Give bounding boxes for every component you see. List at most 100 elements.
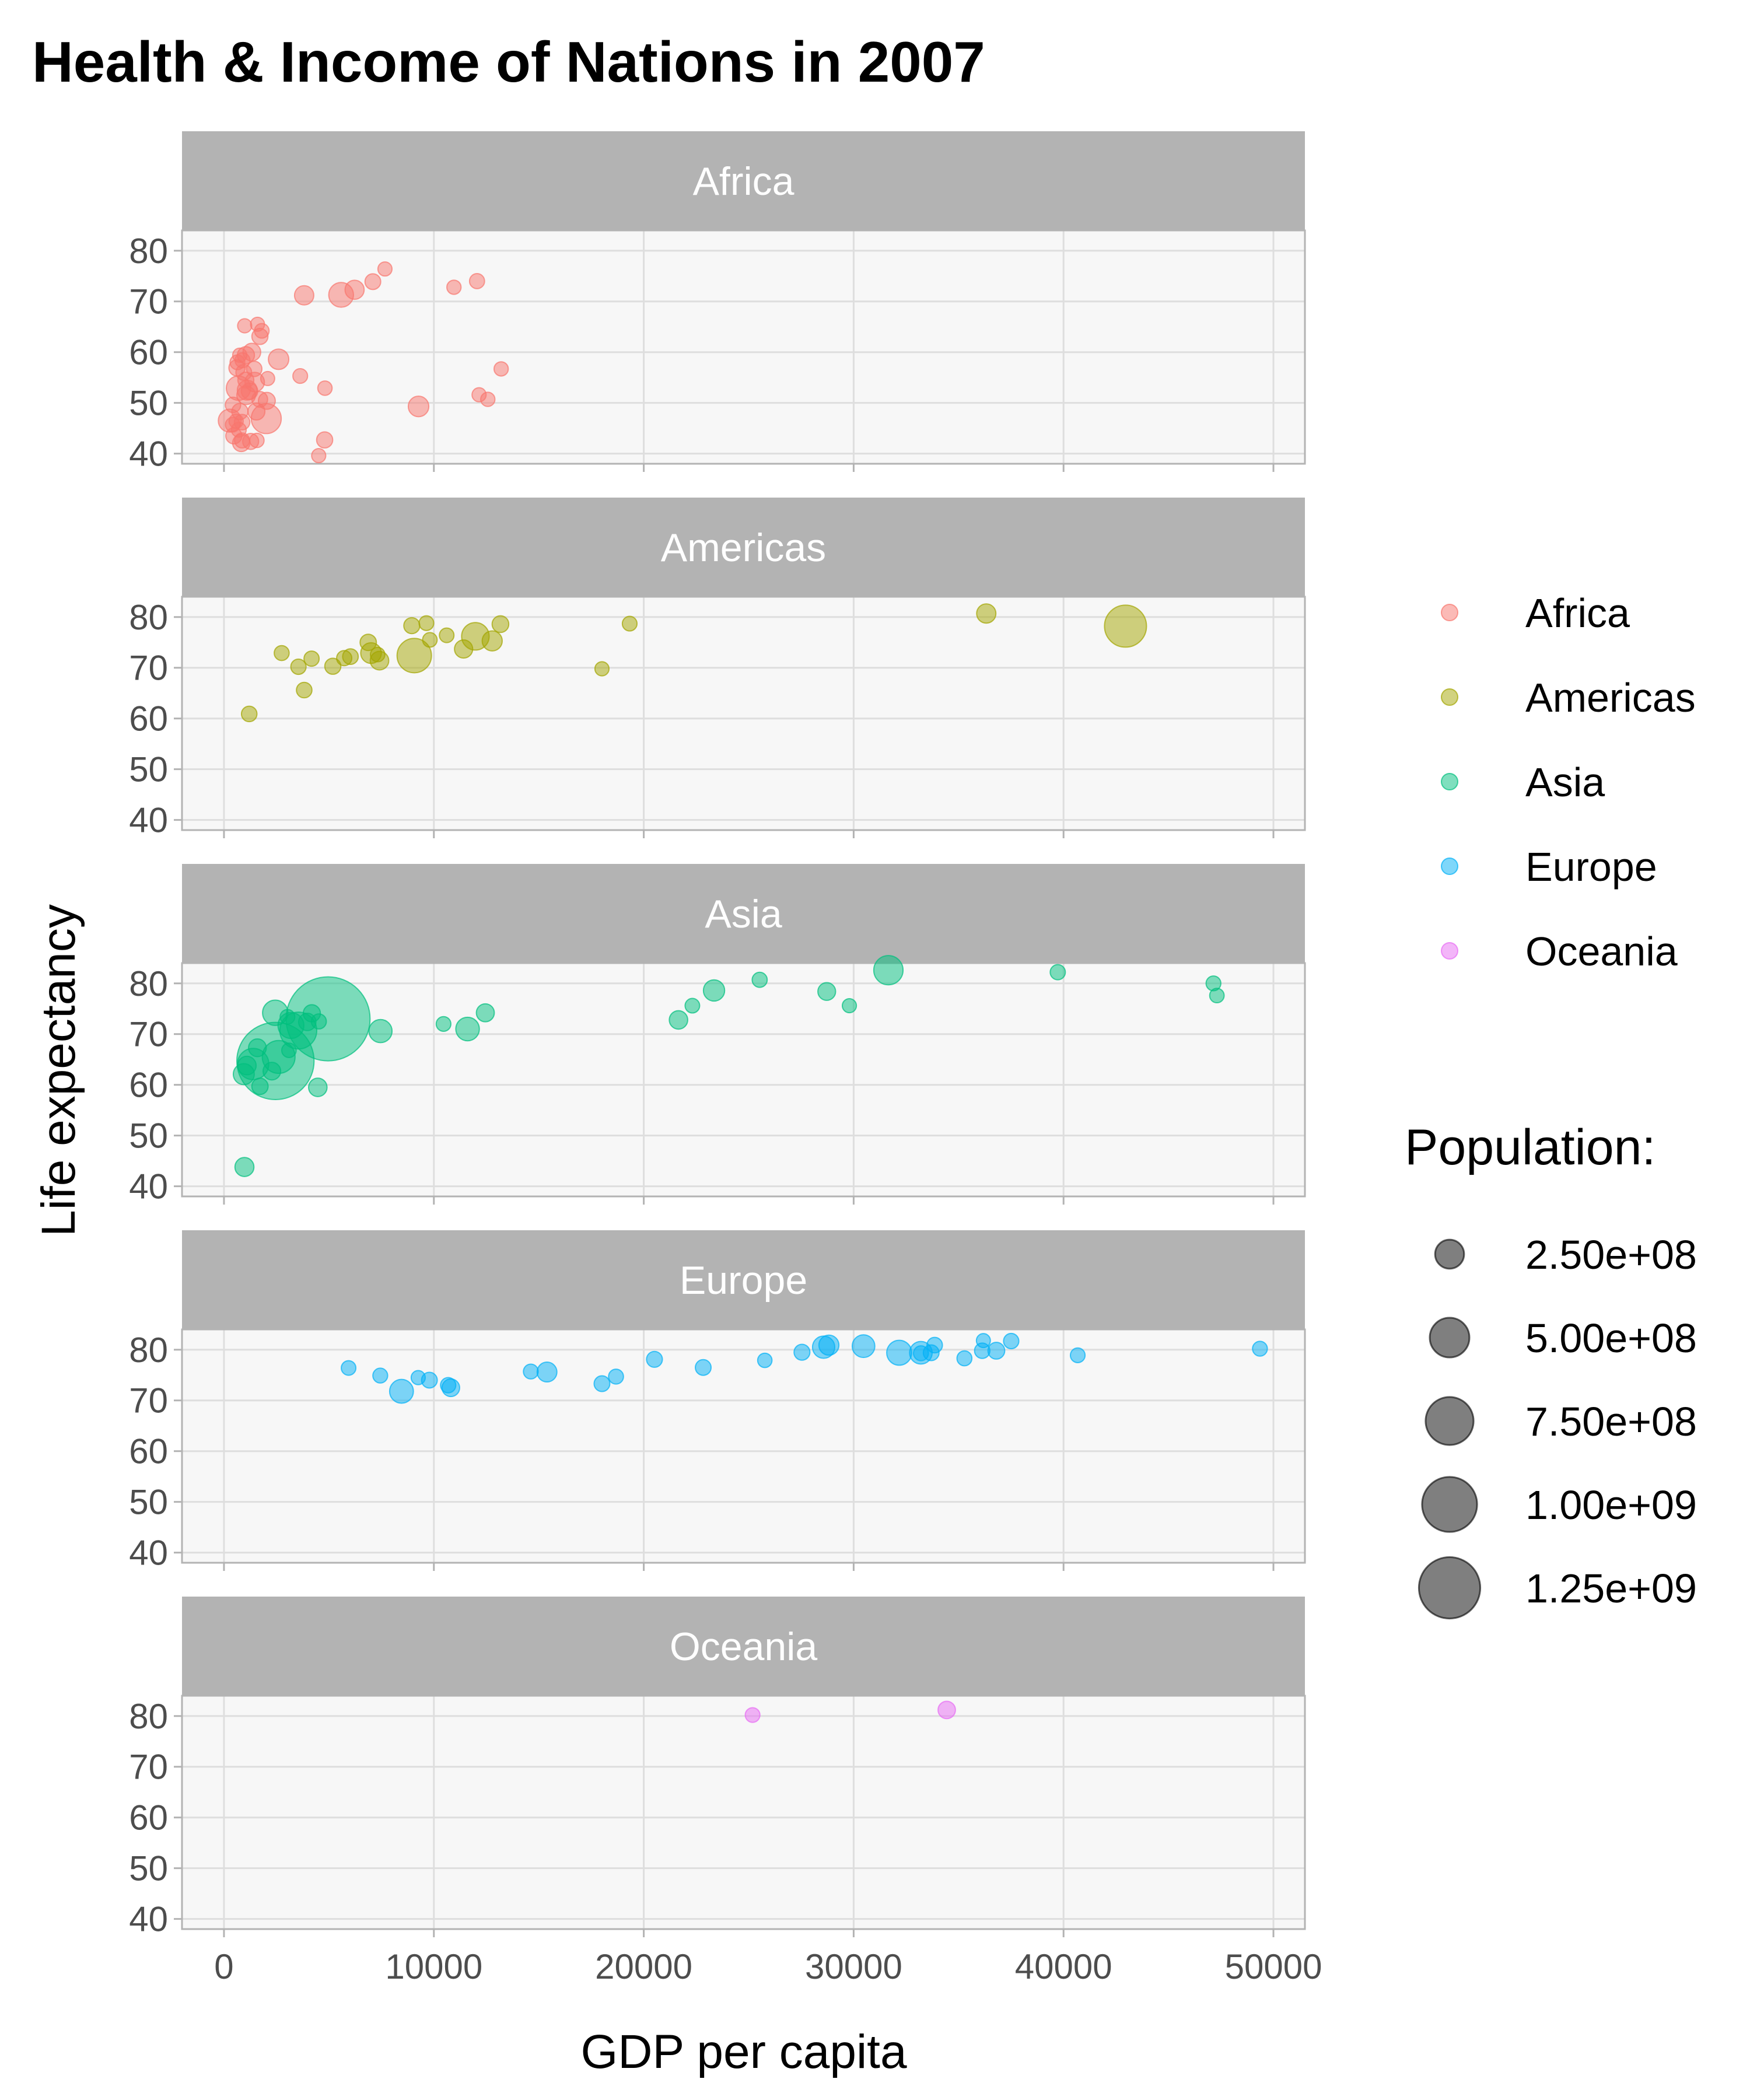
data-point-asia bbox=[1209, 988, 1225, 1004]
data-point-europe bbox=[536, 1362, 558, 1383]
y-tick-label: 50 bbox=[129, 1483, 168, 1522]
panel-background bbox=[182, 963, 1305, 1196]
y-tick-label: 80 bbox=[129, 232, 168, 271]
panel-border bbox=[181, 962, 1306, 1198]
chart-title: Health & Income of Nations in 2007 bbox=[32, 30, 985, 94]
panel-border bbox=[181, 596, 1306, 831]
facet-americas: Americas 40 50 60 70 80 bbox=[129, 498, 1306, 840]
data-point-americas bbox=[491, 615, 510, 634]
data-point-asia bbox=[841, 998, 858, 1014]
size-legend-swatch bbox=[1424, 1396, 1475, 1446]
data-point-americas bbox=[1104, 604, 1147, 648]
data-point-africa bbox=[249, 432, 265, 449]
data-point-africa bbox=[344, 279, 365, 300]
panel-background bbox=[182, 230, 1305, 464]
y-tick-label: 70 bbox=[129, 1381, 168, 1420]
facet-europe: Europe 40 50 60 70 80 bbox=[129, 1230, 1306, 1573]
y-tick-label: 60 bbox=[129, 1066, 168, 1105]
data-point-europe bbox=[695, 1359, 712, 1376]
y-tick-label: 60 bbox=[129, 1798, 168, 1838]
y-tick-label: 50 bbox=[129, 750, 168, 789]
y-tick-label: 50 bbox=[129, 1849, 168, 1888]
data-point-africa bbox=[311, 447, 327, 464]
size-legend-label: 7.50e+08 bbox=[1525, 1399, 1697, 1444]
data-point-americas bbox=[439, 627, 455, 643]
data-point-americas bbox=[296, 681, 313, 699]
data-point-africa bbox=[228, 413, 244, 429]
y-tick-label: 50 bbox=[129, 384, 168, 423]
panel-border bbox=[181, 1695, 1306, 1930]
data-point-europe bbox=[593, 1375, 611, 1392]
size-legend-label: 5.00e+08 bbox=[1525, 1315, 1697, 1361]
y-tick-label: 70 bbox=[129, 1748, 168, 1787]
data-point-asia bbox=[310, 1013, 327, 1030]
data-point-europe bbox=[818, 1334, 840, 1356]
y-tick-label: 80 bbox=[129, 1697, 168, 1736]
data-point-africa bbox=[364, 273, 382, 290]
data-point-africa bbox=[250, 316, 265, 332]
y-tick-label: 60 bbox=[129, 1432, 168, 1471]
data-point-africa bbox=[493, 361, 509, 377]
data-point-africa bbox=[232, 347, 248, 363]
data-point-africa bbox=[407, 396, 430, 418]
facets-layer: Africa 40 50 60 70 80 Americas 40 50 60 70 80 Asia 40… bbox=[129, 131, 1322, 1986]
data-point-asia bbox=[248, 1038, 267, 1058]
data-point-asia bbox=[455, 1016, 480, 1042]
data-point-europe bbox=[757, 1352, 773, 1368]
facet-strip-oceania bbox=[182, 1597, 1305, 1696]
data-point-asia bbox=[279, 1009, 296, 1025]
legend-label: Africa bbox=[1525, 590, 1630, 636]
data-point-europe bbox=[1252, 1340, 1268, 1357]
size-legend-label: 1.25e+09 bbox=[1525, 1566, 1697, 1611]
panel-border bbox=[181, 1328, 1306, 1564]
size-legend-item: 5.00e+08 bbox=[1429, 1315, 1697, 1361]
data-point-africa bbox=[471, 387, 487, 402]
data-point-americas bbox=[369, 646, 386, 663]
data-point-europe bbox=[1069, 1347, 1086, 1363]
size-legend-item: 1.00e+09 bbox=[1421, 1476, 1697, 1533]
legend-item-europe: Europe bbox=[1441, 844, 1657, 890]
facet-strip-africa bbox=[182, 131, 1305, 230]
size-legend-item: 7.50e+08 bbox=[1424, 1396, 1697, 1446]
data-point-europe bbox=[388, 1378, 414, 1404]
panel-border bbox=[181, 229, 1306, 465]
data-point-oceania bbox=[744, 1707, 761, 1723]
y-tick-label: 70 bbox=[129, 649, 168, 688]
data-point-africa bbox=[225, 396, 242, 414]
x-tick-label: 50000 bbox=[1225, 1947, 1322, 1986]
y-tick-label: 40 bbox=[129, 435, 168, 474]
color-legend: Africa Americas Asia Europe Oceania bbox=[1441, 590, 1696, 974]
data-point-asia bbox=[475, 1003, 495, 1023]
data-point-europe bbox=[341, 1360, 357, 1376]
facet-oceania: Oceania 40 50 60 70 80 0 10000 20000 30000 40000 50… bbox=[129, 1597, 1322, 1986]
data-point-asia bbox=[668, 1010, 688, 1030]
size-legend: Population: 2.50e+08 5.00e+08 7.50e+08 1.00… bbox=[1405, 1119, 1697, 1620]
x-tick-label: 20000 bbox=[595, 1947, 692, 1986]
data-point-asia bbox=[817, 982, 836, 1001]
legend-swatch bbox=[1441, 773, 1458, 790]
data-point-asia bbox=[702, 979, 726, 1002]
y-tick-label: 40 bbox=[129, 1167, 168, 1206]
data-point-europe bbox=[956, 1350, 973, 1367]
data-point-americas bbox=[303, 650, 320, 667]
data-point-americas bbox=[418, 615, 435, 631]
panel-background bbox=[182, 1696, 1305, 1929]
x-tick-label: 40000 bbox=[1015, 1947, 1112, 1986]
legend-swatch bbox=[1441, 942, 1458, 960]
data-point-americas bbox=[594, 661, 610, 677]
legend-item-asia: Asia bbox=[1441, 760, 1605, 805]
data-point-europe bbox=[793, 1343, 811, 1361]
data-point-europe bbox=[410, 1370, 426, 1385]
x-tick-label: 10000 bbox=[385, 1947, 482, 1986]
data-point-asia bbox=[281, 1042, 297, 1058]
legend-item-americas: Americas bbox=[1441, 675, 1696, 720]
legend-swatch bbox=[1441, 858, 1458, 875]
data-point-asia bbox=[435, 1016, 452, 1032]
data-point-europe bbox=[975, 1333, 991, 1349]
data-point-africa bbox=[468, 273, 485, 289]
data-point-americas bbox=[359, 634, 377, 652]
data-point-africa bbox=[292, 368, 309, 384]
data-point-oceania bbox=[937, 1700, 956, 1720]
y-tick-label: 50 bbox=[129, 1116, 168, 1156]
